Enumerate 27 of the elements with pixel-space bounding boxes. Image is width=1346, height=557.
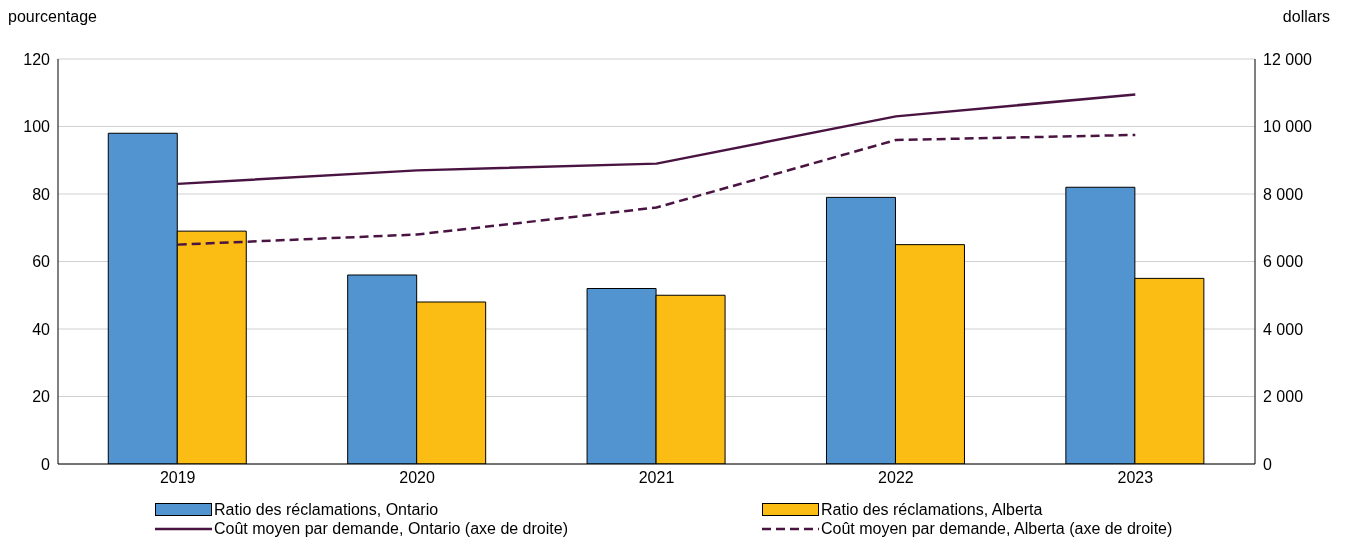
line-series bbox=[176, 133, 1137, 246]
y-tick-label: 120 bbox=[23, 50, 51, 68]
legend-label: Ratio des réclamations, Ontario bbox=[214, 500, 439, 519]
y-tick-label: 100 bbox=[23, 118, 51, 136]
x-tick-label: 2019 bbox=[159, 469, 196, 487]
x-tick-label: 2020 bbox=[399, 469, 435, 487]
x-tick-label: 2021 bbox=[638, 469, 675, 487]
y-tick-label: 60 bbox=[32, 253, 51, 271]
x-tick-label: 2023 bbox=[1117, 469, 1154, 487]
y-tick-label: 0 bbox=[41, 455, 51, 473]
y-tick-label: 20 bbox=[32, 388, 51, 406]
y-tick-label: 40 bbox=[32, 320, 51, 338]
legend-label: Coût moyen par demande, Ontario (axe de droite) bbox=[214, 519, 568, 538]
y2-tick-label: 4 000 bbox=[1263, 320, 1304, 338]
x-tick-label: 2022 bbox=[878, 469, 914, 487]
y-tick-label: 80 bbox=[32, 185, 51, 203]
y2-tick-label: 12 000 bbox=[1263, 50, 1313, 68]
y2-tick-label: 6 000 bbox=[1263, 253, 1304, 271]
y2-tick-label: 2 000 bbox=[1263, 388, 1304, 406]
y2-tick-label: 10 000 bbox=[1263, 118, 1313, 136]
y2-tick-label: 0 bbox=[1263, 455, 1272, 473]
line-series bbox=[176, 93, 1137, 186]
y2-tick-label: 8 000 bbox=[1263, 185, 1304, 203]
y2-axis-title: dollars bbox=[1282, 8, 1330, 27]
legend-label: Ratio des réclamations, Alberta bbox=[821, 500, 1043, 519]
y-axis-title: pourcentage bbox=[8, 8, 97, 27]
legend-label: Coût moyen par demande, Alberta (axe de droite) bbox=[821, 519, 1173, 538]
